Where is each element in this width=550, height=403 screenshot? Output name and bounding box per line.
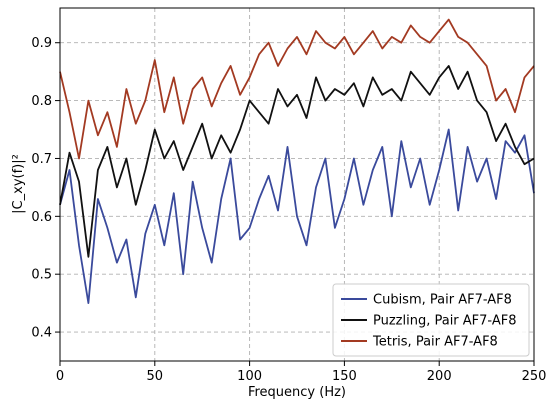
- plot-frame: [59, 7, 535, 362]
- legend: Cubism, Pair AF7-AF8 Puzzling, Pair AF7-A…: [332, 283, 530, 357]
- y-axis-label: |C_xy(f)|²: [11, 154, 26, 214]
- grid-lines: [60, 8, 534, 361]
- x-tick-label: 0: [56, 369, 64, 384]
- x-axis-label: Frequency (Hz): [248, 385, 346, 400]
- x-axis-ticks: 0 50 100 150 200 250: [56, 361, 547, 384]
- series-line-3: [59, 18, 535, 160]
- y-axis-ticks: 0.4 0.5 0.6 0.7 0.8 0.9: [31, 36, 60, 341]
- series-line-2: [59, 65, 535, 258]
- legend-label-1: Cubism, Pair AF7-AF8: [373, 293, 512, 308]
- series-line-1: [59, 128, 535, 305]
- x-tick-label: 100: [237, 369, 262, 384]
- y-tick-label: 0.8: [31, 94, 52, 109]
- legend-box: [332, 283, 530, 357]
- x-tick-label: 200: [427, 369, 452, 384]
- x-tick-label: 150: [332, 369, 357, 384]
- y-tick-label: 0.7: [31, 152, 52, 167]
- y-tick-label: 0.6: [31, 210, 52, 225]
- y-tick-label: 0.4: [31, 326, 52, 341]
- x-tick-label: 50: [147, 369, 164, 384]
- legend-label-2: Puzzling, Pair AF7-AF8: [373, 314, 516, 329]
- series-lines: [59, 18, 535, 305]
- x-tick-label: 250: [522, 369, 547, 384]
- legend-label-3: Tetris, Pair AF7-AF8: [372, 335, 498, 350]
- y-tick-label: 0.9: [31, 36, 52, 51]
- y-tick-label: 0.5: [31, 268, 52, 283]
